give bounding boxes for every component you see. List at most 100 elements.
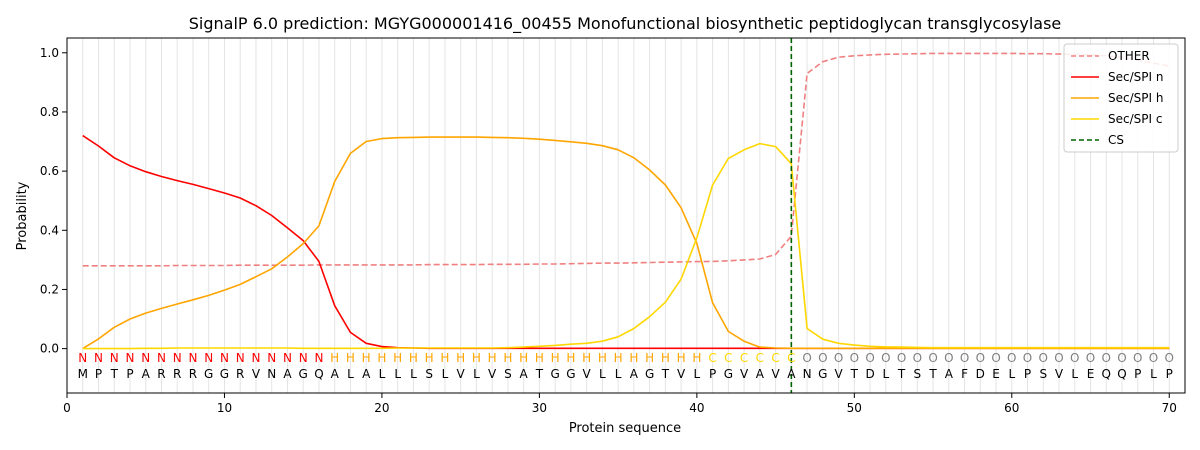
residue-letter: L xyxy=(615,367,622,381)
region-label: H xyxy=(692,351,701,365)
series-line-sec-spi-c xyxy=(82,142,1170,350)
region-label: N xyxy=(299,351,308,365)
residue-letter: V xyxy=(740,367,749,381)
region-label: N xyxy=(314,351,323,365)
region-label: N xyxy=(220,351,229,365)
residue-letter: T xyxy=(928,367,937,381)
plot-frame xyxy=(66,37,1186,394)
region-label: H xyxy=(566,351,575,365)
region-label: N xyxy=(78,351,87,365)
region-label: H xyxy=(456,351,465,365)
residue-letter: L xyxy=(1071,367,1078,381)
residue-letter: P xyxy=(1134,367,1141,381)
residue-letter: L xyxy=(379,367,386,381)
residue-letter: L xyxy=(347,367,354,381)
residue-letter: G xyxy=(220,367,229,381)
residue-letter: A xyxy=(283,367,292,381)
y-tick-label: 0.2 xyxy=(40,282,59,296)
residue-letter: A xyxy=(787,367,796,381)
residue-letter: L xyxy=(410,367,417,381)
residue-letter: P xyxy=(95,367,102,381)
residue-letter: G xyxy=(550,367,559,381)
x-tick-label: 30 xyxy=(532,401,547,415)
legend-box xyxy=(1063,43,1179,153)
residue-letter: G xyxy=(645,367,654,381)
legend-label: Sec/SPI h xyxy=(1108,91,1163,105)
region-label: H xyxy=(677,351,686,365)
legend-label: Sec/SPI n xyxy=(1108,70,1163,84)
residue-letter: R xyxy=(236,367,244,381)
residue-letter: V xyxy=(771,367,780,381)
region-label: O xyxy=(991,351,1000,365)
region-label: H xyxy=(409,351,418,365)
region-label: H xyxy=(393,351,402,365)
residue-letter: S xyxy=(425,367,433,381)
region-label: C xyxy=(787,351,795,365)
region-label: O xyxy=(802,351,811,365)
region-label: O xyxy=(976,351,985,365)
region-label: N xyxy=(236,351,245,365)
x-tick-label: 20 xyxy=(374,401,389,415)
region-label: O xyxy=(1133,351,1142,365)
residue-letter: P xyxy=(709,367,716,381)
region-label: C xyxy=(756,351,764,365)
residue-letter: D xyxy=(976,367,985,381)
region-label: H xyxy=(362,351,371,365)
x-tick-label: 70 xyxy=(1162,401,1177,415)
residue-letter: P xyxy=(1024,367,1031,381)
region-label: O xyxy=(1102,351,1111,365)
residue-letter: S xyxy=(1039,367,1047,381)
residue-letter: Q xyxy=(1102,367,1111,381)
residue-letter: G xyxy=(566,367,575,381)
residue-letter: V xyxy=(457,367,466,381)
residue-letter: S xyxy=(504,367,512,381)
region-label: O xyxy=(881,351,890,365)
y-tick-label: 1.0 xyxy=(40,46,59,60)
residue-letter: T xyxy=(661,367,670,381)
region-label: C xyxy=(708,351,716,365)
region-label: O xyxy=(913,351,922,365)
region-label: H xyxy=(551,351,560,365)
region-label: H xyxy=(346,351,355,365)
region-label: O xyxy=(944,351,953,365)
x-tick-label: 10 xyxy=(217,401,232,415)
residue-letter: E xyxy=(992,367,1000,381)
residue-letter: L xyxy=(442,367,449,381)
region-label: H xyxy=(598,351,607,365)
residue-letter: M xyxy=(78,367,88,381)
region-label: O xyxy=(1023,351,1032,365)
region-label: H xyxy=(519,351,528,365)
region-label: N xyxy=(267,351,276,365)
region-label: N xyxy=(173,351,182,365)
residue-letter: E xyxy=(1087,367,1095,381)
chart-title: SignalP 6.0 prediction: MGYG000001416_00… xyxy=(189,14,1062,34)
region-label: O xyxy=(818,351,827,365)
region-label: N xyxy=(188,351,197,365)
residue-letter: D xyxy=(865,367,874,381)
region-label: N xyxy=(141,351,150,365)
residue-letter: L xyxy=(694,367,701,381)
region-label: O xyxy=(1086,351,1095,365)
y-tick-label: 0.6 xyxy=(40,164,59,178)
residue-letter: G xyxy=(299,367,308,381)
region-label: O xyxy=(960,351,969,365)
residue-letter: R xyxy=(189,367,197,381)
residue-letter: R xyxy=(157,367,165,381)
region-label: H xyxy=(645,351,654,365)
legend-label: Sec/SPI c xyxy=(1108,112,1162,126)
residue-letter: V xyxy=(834,367,843,381)
residue-letter: V xyxy=(1055,367,1064,381)
residue-letter: A xyxy=(142,367,151,381)
region-label: C xyxy=(740,351,748,365)
region-label: H xyxy=(377,351,386,365)
residue-letter: V xyxy=(488,367,497,381)
residue-letter: G xyxy=(204,367,213,381)
residue-letter: N xyxy=(803,367,812,381)
region-label: N xyxy=(157,351,166,365)
series-line-other xyxy=(82,52,1170,267)
x-tick-label: 0 xyxy=(63,401,71,415)
residue-letter: L xyxy=(1150,367,1157,381)
region-label: H xyxy=(425,351,434,365)
residue-letter: A xyxy=(362,367,371,381)
region-label: H xyxy=(535,351,544,365)
